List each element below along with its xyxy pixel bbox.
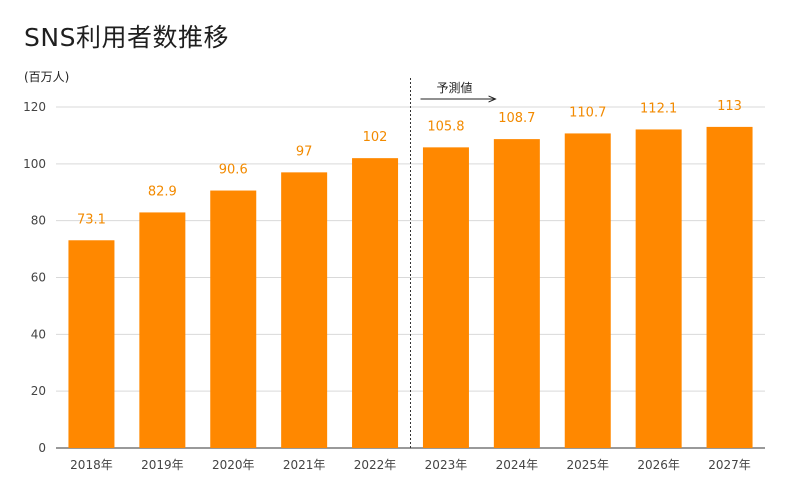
- data-label: 73.1: [77, 212, 106, 227]
- bar: [422, 147, 469, 448]
- data-label: 90.6: [219, 163, 248, 178]
- x-tick-label: 2023年: [425, 458, 468, 472]
- x-tick-label: 2019年: [141, 458, 184, 472]
- y-tick-label: 100: [23, 157, 46, 171]
- data-label: 112.1: [640, 101, 677, 116]
- chart-title: SNS利用者数推移: [24, 23, 229, 52]
- bar: [706, 126, 753, 449]
- x-tick-label: 2026年: [637, 458, 680, 472]
- bar: [210, 190, 257, 449]
- data-label: 108.7: [498, 111, 535, 126]
- bar: [635, 129, 682, 449]
- bar: [564, 133, 611, 449]
- x-tick-label: 2020年: [212, 458, 255, 472]
- y-tick-label: 0: [38, 441, 46, 455]
- bar: [352, 158, 399, 448]
- data-label: 105.8: [427, 119, 464, 134]
- forecast-annotation-label: 予測値: [437, 80, 473, 95]
- y-tick-label: 20: [31, 384, 46, 398]
- y-tick-label: 60: [31, 271, 46, 285]
- data-label: 97: [296, 144, 313, 159]
- bar: [139, 212, 186, 448]
- x-tick-label: 2021年: [283, 458, 326, 472]
- bar: [68, 240, 115, 448]
- bar: [281, 172, 328, 448]
- x-tick-label: 2027年: [708, 458, 751, 472]
- x-tick-label: 2024年: [496, 458, 539, 472]
- x-tick-label: 2018年: [70, 458, 113, 472]
- x-tick-label: 2022年: [354, 458, 397, 472]
- y-axis-unit-label: (百万人): [24, 70, 70, 84]
- y-tick-label: 40: [31, 327, 46, 341]
- y-tick-label: 80: [31, 214, 46, 228]
- data-label: 102: [363, 130, 388, 145]
- y-tick-label: 120: [23, 100, 46, 114]
- data-label: 82.9: [148, 184, 177, 199]
- x-tick-label: 2025年: [566, 458, 609, 472]
- data-label: 113: [717, 99, 742, 114]
- data-label: 110.7: [569, 105, 606, 120]
- bar: [493, 139, 540, 448]
